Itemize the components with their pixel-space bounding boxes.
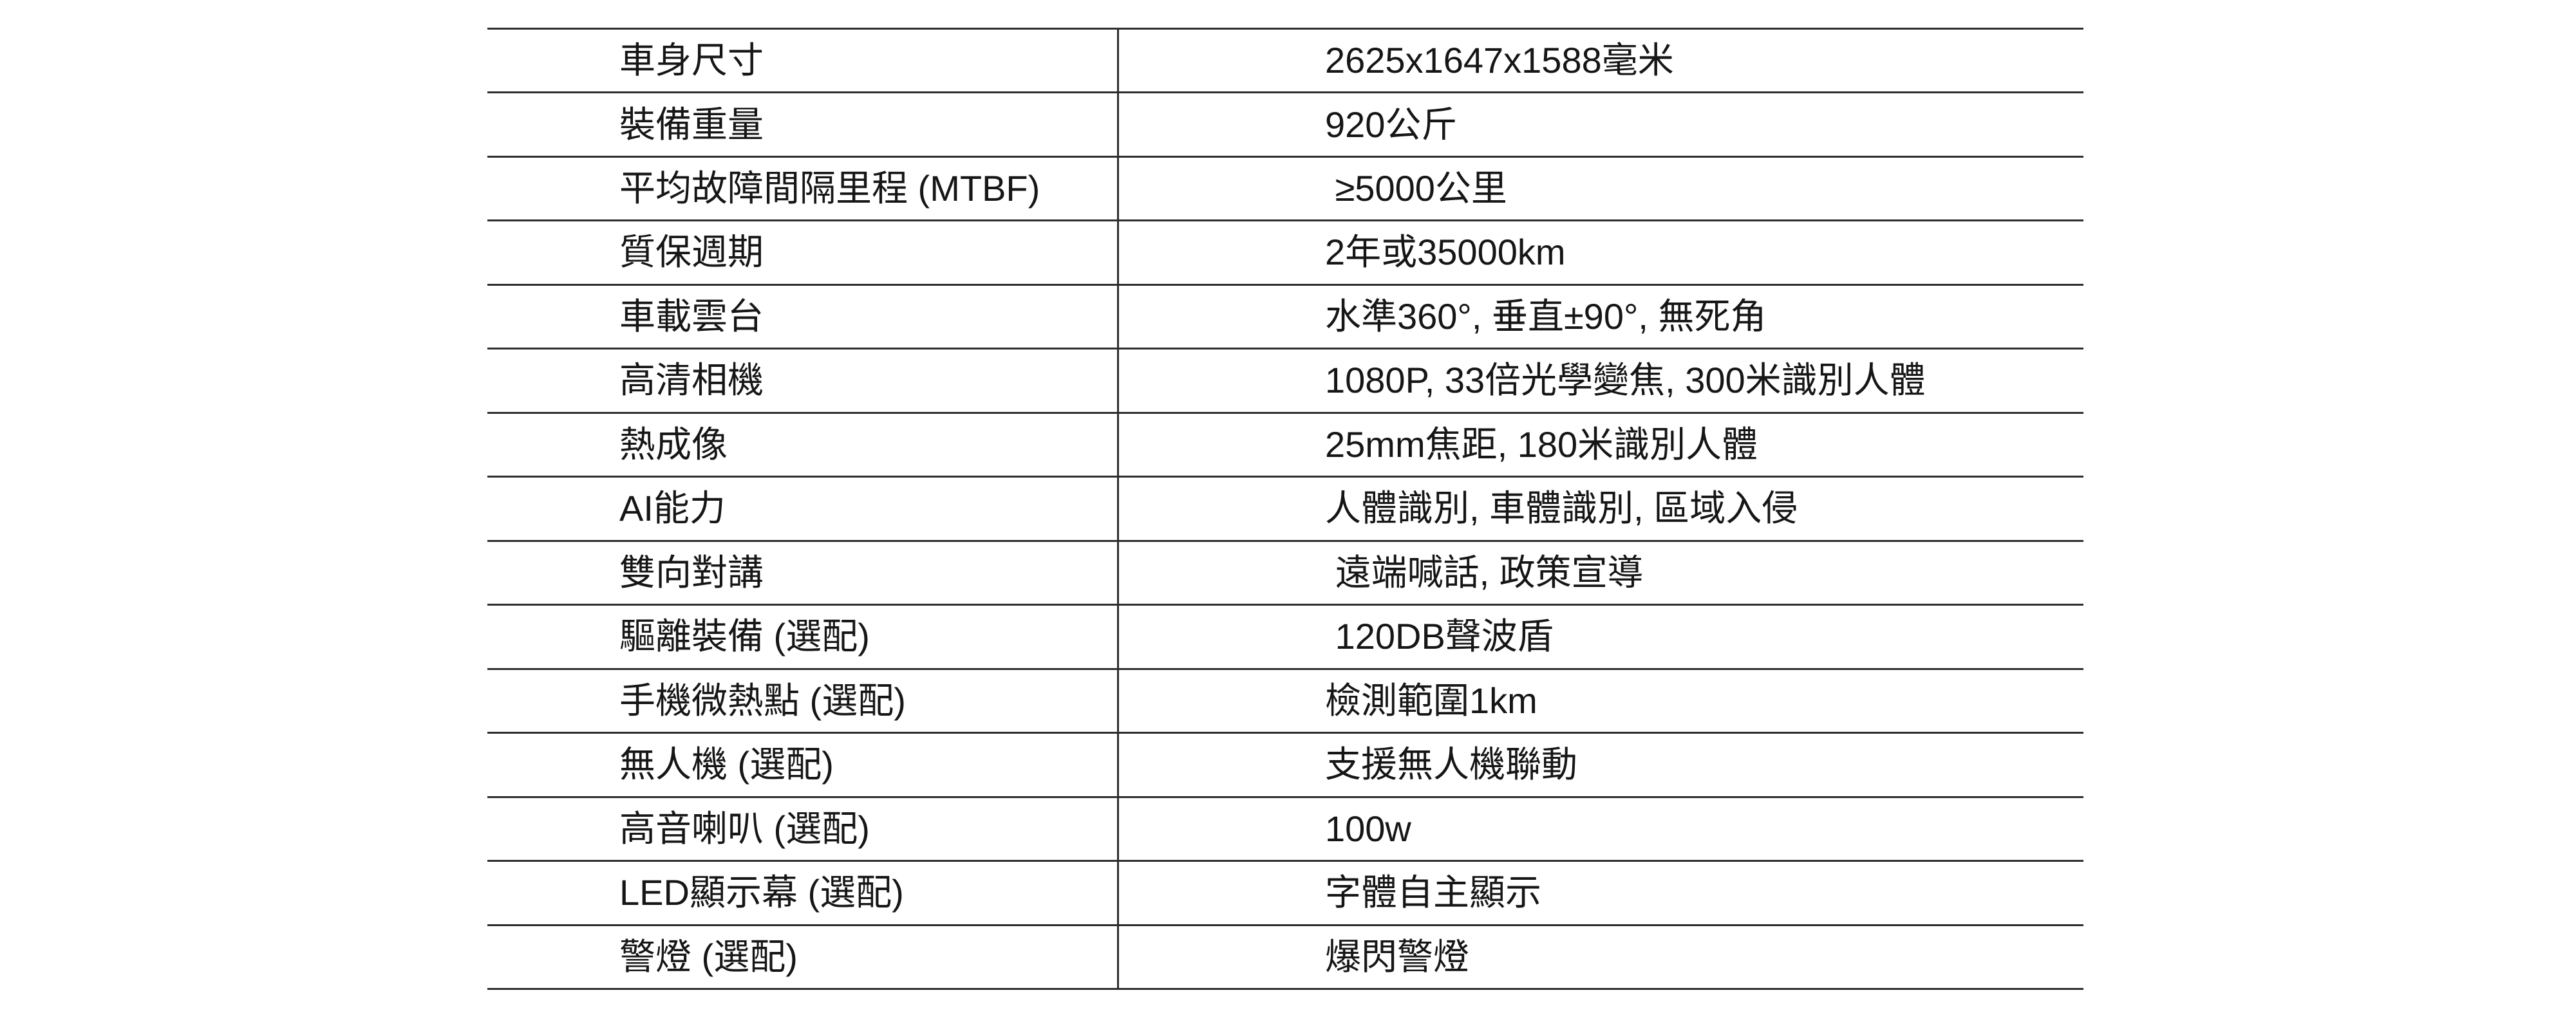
spec-label-cell: 裝備重量 bbox=[487, 93, 1119, 156]
spec-value-cell: 遠端喊話, 政策宣導 bbox=[1325, 552, 1644, 593]
table-row: 熱成像 25mm焦距, 180米識別人體 bbox=[487, 411, 2083, 476]
table-row: 高音喇叭 (選配) 100w bbox=[487, 796, 2083, 861]
spec-value-cell: 2625x1647x1588毫米 bbox=[1325, 40, 1674, 81]
spec-label-cell: AI能力 bbox=[487, 478, 1119, 540]
spec-label-cell: 高音喇叭 (選配) bbox=[487, 797, 1119, 861]
spec-label-cell: 驅離裝備 (選配) bbox=[487, 606, 1119, 668]
table-row: 平均故障間隔里程 (MTBF) ≥5000公里 bbox=[487, 155, 2083, 220]
spec-value-cell: 920公斤 bbox=[1325, 104, 1458, 145]
spec-value-cell: ≥5000公里 bbox=[1325, 167, 1507, 209]
table-row: 驅離裝備 (選配) 120DB聲波盾 bbox=[487, 604, 2083, 668]
spec-value-cell: 支援無人機聯動 bbox=[1325, 744, 1577, 785]
spec-label-cell: 高清相機 bbox=[487, 349, 1119, 412]
spec-label-cell: 警燈 (選配) bbox=[487, 926, 1119, 989]
table-row: 高清相機 1080P, 33倍光學變焦, 300米識別人體 bbox=[487, 348, 2083, 412]
spec-table: 車身尺寸 2625x1647x1588毫米 裝備重量 920公斤 平均故障間隔里… bbox=[487, 28, 2083, 990]
spec-value-cell: 2年或35000km bbox=[1325, 232, 1566, 273]
table-row: 雙向對講 遠端喊話, 政策宣導 bbox=[487, 539, 2083, 604]
spec-label-cell: LED顯示幕 (選配) bbox=[487, 862, 1119, 924]
table-row: AI能力 人體識別, 車體識別, 區域入侵 bbox=[487, 476, 2083, 540]
spec-value-cell: 100w bbox=[1325, 808, 1411, 849]
spec-label-cell: 熱成像 bbox=[487, 413, 1119, 476]
spec-label-cell: 平均故障間隔里程 (MTBF) bbox=[487, 157, 1119, 220]
spec-value-cell: 25mm焦距, 180米識別人體 bbox=[1325, 423, 1758, 465]
spec-value-cell: 120DB聲波盾 bbox=[1325, 616, 1554, 657]
spec-label-cell: 手機微熱點 (選配) bbox=[487, 669, 1119, 732]
table-row: 車身尺寸 2625x1647x1588毫米 bbox=[487, 28, 2083, 92]
spec-value-cell: 檢測範圍1km bbox=[1325, 680, 1537, 721]
spec-label-cell: 車載雲台 bbox=[487, 285, 1119, 348]
spec-value-cell: 字體自主顯示 bbox=[1325, 872, 1541, 913]
spec-value-cell: 水準360°, 垂直±90°, 無死角 bbox=[1325, 295, 1767, 337]
spec-label-cell: 質保週期 bbox=[487, 221, 1119, 284]
spec-value-cell: 1080P, 33倍光學變焦, 300米識別人體 bbox=[1325, 360, 1926, 401]
table-row: 裝備重量 920公斤 bbox=[487, 91, 2083, 156]
table-row: 質保週期 2年或35000km bbox=[487, 219, 2083, 284]
table-row: 車載雲台 水準360°, 垂直±90°, 無死角 bbox=[487, 283, 2083, 348]
spec-value-cell: 爆閃警燈 bbox=[1325, 936, 1469, 977]
table-row: 警燈 (選配) 爆閃警燈 bbox=[487, 924, 2083, 989]
table-row: LED顯示幕 (選配) 字體自主顯示 bbox=[487, 860, 2083, 924]
table-row: 無人機 (選配) 支援無人機聯動 bbox=[487, 732, 2083, 796]
spec-label-cell: 車身尺寸 bbox=[487, 30, 1119, 92]
spec-value-cell: 人體識別, 車體識別, 區域入侵 bbox=[1325, 488, 1798, 529]
spec-label-cell: 無人機 (選配) bbox=[487, 734, 1119, 796]
table-row: 手機微熱點 (選配) 檢測範圍1km bbox=[487, 667, 2083, 732]
spec-label-cell: 雙向對講 bbox=[487, 541, 1119, 604]
